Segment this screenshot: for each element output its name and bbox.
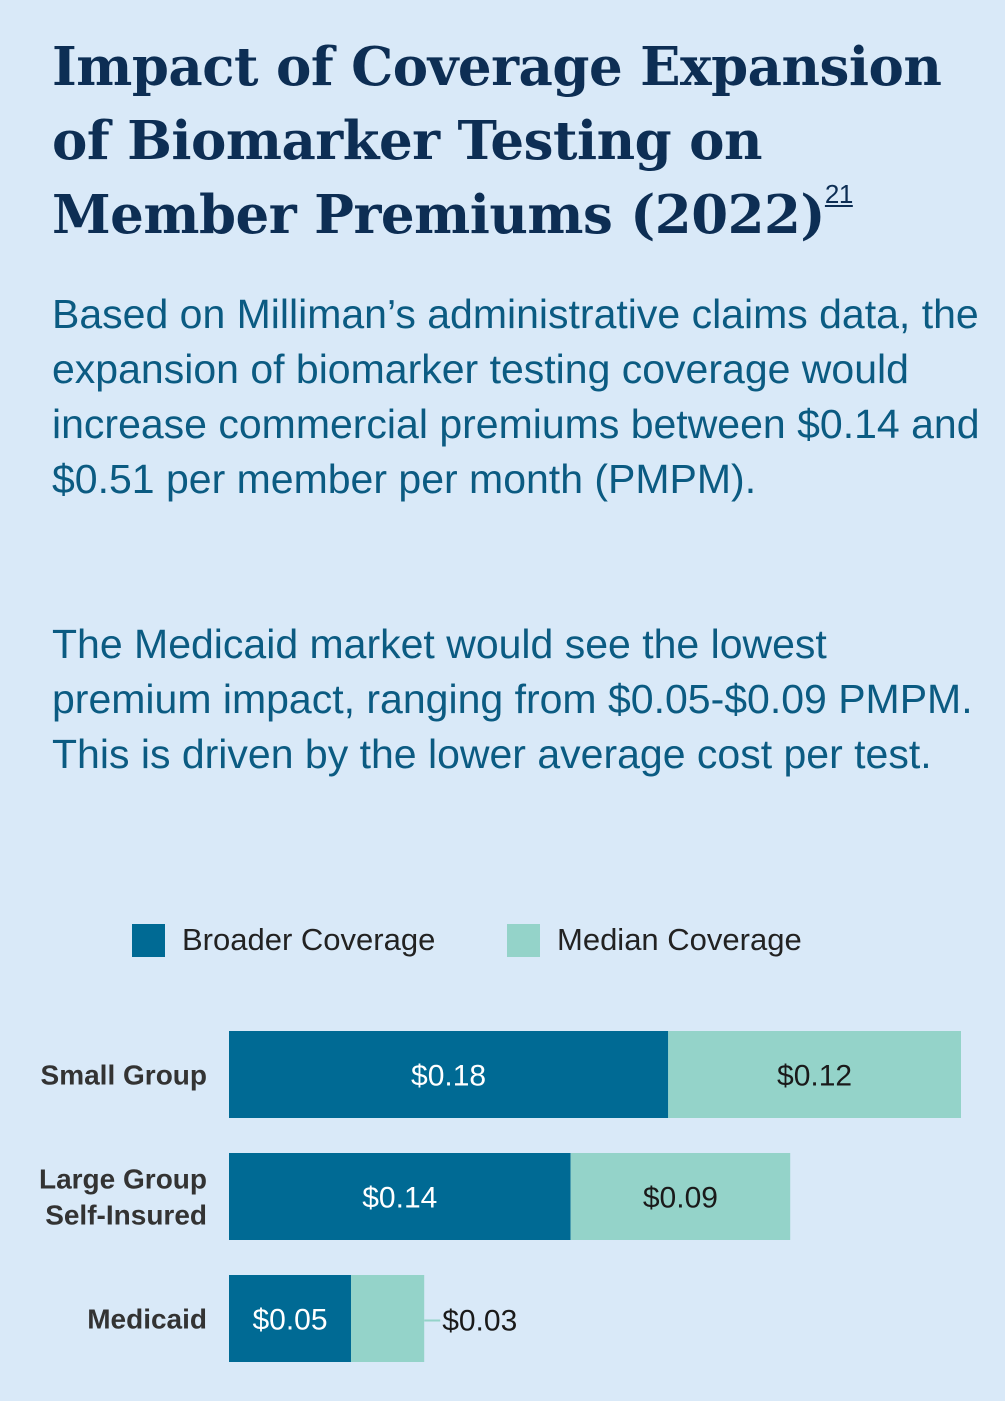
chart-legend: Broader Coverage Median Coverage: [0, 918, 1005, 962]
title-text: Impact of Coverage Expansion of Biomarke…: [52, 36, 942, 246]
category-label: Medicaid: [87, 1304, 207, 1335]
legend-item-broader: Broader Coverage: [132, 918, 435, 962]
description-paragraph-2: The Medicaid market would see the lowest…: [52, 621, 973, 777]
data-label: $0.12: [777, 1060, 852, 1093]
footnote-marker[interactable]: 21: [824, 179, 853, 209]
chart-title: Impact of Coverage Expansion of Biomarke…: [52, 30, 982, 252]
description-paragraph-1: Based on Milliman’s administrative claim…: [52, 291, 980, 502]
bar-segment-median: [570, 1153, 791, 1240]
data-label: $0.03: [442, 1305, 517, 1338]
bar-segment-broader: [229, 1031, 669, 1118]
data-label: $0.09: [643, 1182, 718, 1215]
legend-swatch-median: [507, 923, 540, 957]
bar-segment-median: [351, 1275, 425, 1362]
data-label: $0.05: [252, 1304, 327, 1337]
bar-segment-broader: [229, 1275, 351, 1362]
legend-item-median: Median Coverage: [507, 918, 802, 962]
category-label: Large Group Self-Insured: [39, 1164, 207, 1231]
bar-segment-median: [668, 1031, 961, 1118]
data-label: $0.18: [411, 1060, 486, 1093]
stacked-bar-chart: Small Group $0.18 $0.12 Large Group Self-Ins…: [39, 1031, 961, 1362]
legend-swatch-broader: [132, 923, 165, 957]
bar-segment-broader: [229, 1153, 571, 1240]
data-label: $0.14: [362, 1182, 437, 1215]
legend-label-median: Median Coverage: [557, 922, 802, 957]
category-label: Small Group: [41, 1060, 207, 1091]
legend-label-broader: Broader Coverage: [182, 922, 436, 957]
